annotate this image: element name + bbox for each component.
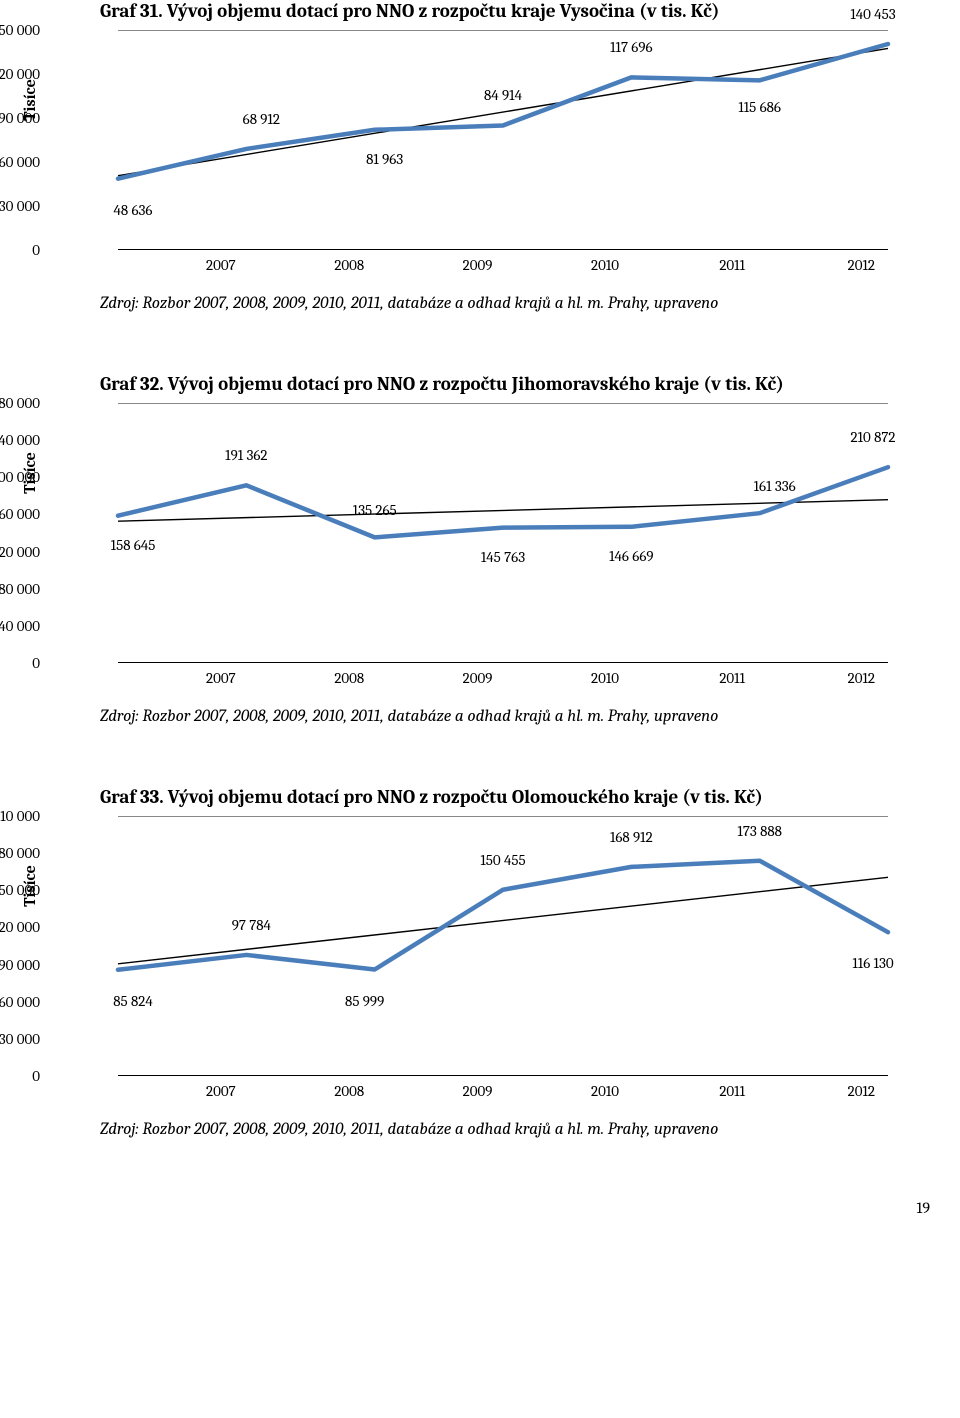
plot-area: 85 82497 78485 999150 455168 912173 8881… <box>118 816 888 1076</box>
y-tick-label: 0 <box>0 241 40 259</box>
y-tick-label: 240 000 <box>0 431 40 449</box>
y-tick-label: 150 000 <box>0 881 40 899</box>
y-tick-label: 90 000 <box>0 109 40 127</box>
data-point-label: 158 645 <box>111 536 156 554</box>
chart-source: Zdroj: Rozbor 2007, 2008, 2009, 2010, 20… <box>30 707 930 726</box>
chart-block-1: Graf 32. Vývoj objemu dotací pro NNO z r… <box>30 373 930 726</box>
y-tick-label: 180 000 <box>0 844 40 862</box>
data-point-label: 168 912 <box>610 828 653 846</box>
plot-area: 158 645191 362135 265145 763146 669161 3… <box>118 403 888 663</box>
chart-title: Graf 33. Vývoj objemu dotací pro NNO z r… <box>100 786 763 808</box>
data-point-label: 97 784 <box>232 916 271 934</box>
y-tick-label: 210 000 <box>0 807 40 825</box>
data-point-label: 191 362 <box>225 446 267 464</box>
y-tick-label: 120 000 <box>0 918 40 936</box>
y-tick-label: 120 000 <box>0 65 40 83</box>
data-point-label: 68 912 <box>243 110 280 128</box>
chart-title: Graf 32. Vývoj objemu dotací pro NNO z r… <box>100 373 784 395</box>
data-point-label: 210 872 <box>851 428 896 446</box>
data-point-label: 85 999 <box>345 992 384 1010</box>
y-tick-label: 120 000 <box>0 543 40 561</box>
y-tick-label: 80 000 <box>0 580 40 598</box>
y-tick-label: 150 000 <box>0 21 40 39</box>
data-point-label: 145 763 <box>481 548 525 566</box>
y-tick-label: 160 000 <box>0 505 40 523</box>
data-point-label: 150 455 <box>480 851 525 869</box>
data-point-label: 117 696 <box>610 38 652 56</box>
data-point-label: 85 824 <box>113 992 152 1010</box>
plot-area: 48 63668 91281 96384 914117 696115 68614… <box>118 30 888 250</box>
data-point-label: 116 130 <box>852 954 893 972</box>
data-point-label: 115 686 <box>738 98 781 116</box>
data-point-label: 161 336 <box>754 477 796 495</box>
y-tick-label: 30 000 <box>0 1030 40 1048</box>
y-tick-label: 90 000 <box>0 956 40 974</box>
chart-title: Graf 31. Vývoj objemu dotací pro NNO z r… <box>100 0 720 22</box>
data-point-label: 135 265 <box>353 501 397 519</box>
y-tick-label: 0 <box>0 1067 40 1085</box>
data-point-label: 146 669 <box>609 547 653 565</box>
y-tick-label: 30 000 <box>0 197 40 215</box>
data-point-label: 173 888 <box>737 822 782 840</box>
chart-source: Zdroj: Rozbor 2007, 2008, 2009, 2010, 20… <box>30 294 930 313</box>
y-tick-label: 60 000 <box>0 153 40 171</box>
y-axis-unit-label: Tisíce <box>20 40 40 160</box>
y-tick-label: 0 <box>0 654 40 672</box>
y-tick-label: 60 000 <box>0 993 40 1011</box>
y-tick-label: 40 000 <box>0 617 40 635</box>
data-point-label: 140 453 <box>850 5 895 23</box>
data-point-label: 48 636 <box>114 201 153 219</box>
data-point-label: 84 914 <box>484 86 522 104</box>
chart-block-0: Graf 31. Vývoj objemu dotací pro NNO z r… <box>30 0 930 313</box>
y-tick-label: 280 000 <box>0 394 40 412</box>
data-point-label: 81 963 <box>366 150 403 168</box>
page-number: 19 <box>30 1199 930 1217</box>
chart-block-2: Graf 33. Vývoj objemu dotací pro NNO z r… <box>30 786 930 1139</box>
chart-source: Zdroj: Rozbor 2007, 2008, 2009, 2010, 20… <box>30 1120 930 1139</box>
y-tick-label: 200 000 <box>0 468 40 486</box>
